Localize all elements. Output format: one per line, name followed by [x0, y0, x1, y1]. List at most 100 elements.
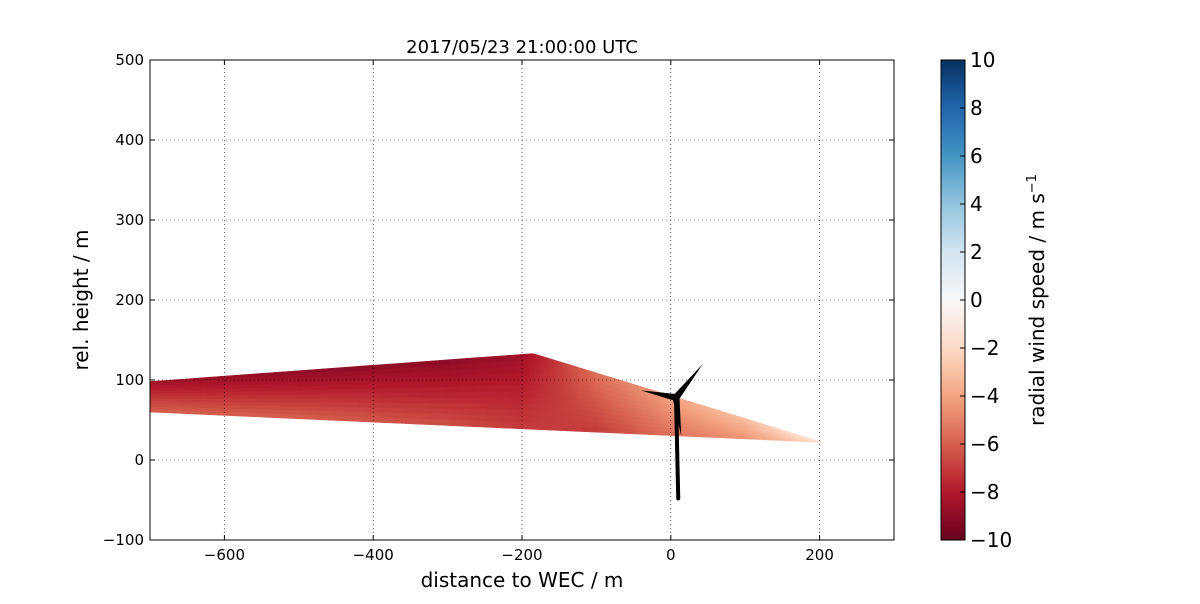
field-cell: [231, 389, 234, 392]
field-cell: [440, 420, 443, 426]
field-cell: [429, 366, 432, 371]
field-cell: [574, 404, 577, 410]
field-cell: [527, 391, 530, 397]
field-cell: [214, 389, 217, 392]
field-cell: [500, 368, 503, 374]
field-cell: [766, 439, 769, 440]
field-cell: [423, 372, 426, 377]
field-cell: [150, 389, 153, 392]
field-cell: [301, 378, 304, 382]
field-cell: [339, 412, 342, 417]
field-cell: [493, 422, 496, 428]
field-cell: [588, 427, 591, 432]
field-cell: [544, 375, 547, 382]
field-cell: [594, 402, 597, 407]
field-cell: [547, 394, 550, 401]
field-cell: [446, 387, 449, 393]
field-cell: [355, 376, 358, 381]
field-cell: [261, 381, 264, 385]
field-cell: [490, 392, 493, 398]
field-cell: [288, 395, 291, 399]
field-cell: [598, 408, 601, 413]
field-cell: [399, 398, 402, 403]
field-cell: [332, 403, 335, 407]
field-cell: [594, 397, 597, 403]
field-cell: [345, 412, 348, 417]
field-cell: [231, 379, 234, 383]
field-cell: [200, 405, 203, 408]
field-cell: [322, 407, 325, 411]
field-cell: [328, 373, 331, 378]
field-cell: [194, 384, 197, 387]
field-cell: [170, 385, 173, 388]
field-cell: [291, 411, 294, 415]
field-cell: [571, 387, 574, 393]
field-cell: [248, 392, 251, 396]
field-cell: [200, 408, 203, 411]
field-cell: [167, 394, 170, 397]
field-cell: [295, 403, 298, 407]
field-cell: [429, 393, 432, 398]
field-cell: [601, 428, 604, 433]
field-cell: [557, 384, 560, 390]
field-cell: [335, 412, 338, 416]
field-cell: [621, 424, 624, 429]
field-cell: [685, 433, 688, 436]
field-cell: [800, 441, 803, 442]
field-cell: [184, 405, 187, 408]
field-cell: [184, 388, 187, 391]
field-cell: [318, 394, 321, 398]
field-cell: [466, 387, 469, 393]
field-cell: [514, 367, 517, 373]
field-cell: [234, 392, 237, 395]
field-cell: [440, 371, 443, 377]
field-cell: [325, 369, 328, 374]
field-cell: [241, 406, 244, 410]
field-cell: [503, 410, 506, 416]
field-cell: [446, 371, 449, 377]
colorbar-tick-label: 8: [970, 96, 983, 120]
field-cell: [497, 404, 500, 410]
field-cell: [537, 411, 540, 418]
field-cell: [325, 411, 328, 415]
field-cell: [305, 395, 308, 399]
field-cell: [352, 389, 355, 394]
field-cell: [625, 420, 628, 425]
field-cell: [160, 402, 163, 405]
field-cell: [335, 403, 338, 407]
field-cell: [305, 411, 308, 415]
colorbar-tick-label: 4: [970, 192, 983, 216]
field-cell: [291, 379, 294, 383]
y-tick-label: 0: [134, 451, 144, 469]
field-cell: [460, 364, 463, 370]
field-cell: [376, 370, 379, 375]
field-cell: [217, 409, 220, 412]
field-cell: [298, 399, 301, 403]
field-cell: [184, 402, 187, 405]
field-cell: [480, 392, 483, 398]
field-cell: [423, 419, 426, 424]
field-cell: [167, 391, 170, 394]
field-cell: [517, 410, 520, 416]
field-cell: [557, 390, 560, 396]
field-cell: [339, 403, 342, 407]
field-cell: [241, 389, 244, 393]
field-cell: [376, 365, 379, 370]
field-cell: [473, 363, 476, 369]
field-cell: [238, 409, 241, 413]
field-cell: [487, 363, 490, 369]
field-cell: [662, 432, 665, 436]
field-cell: [382, 369, 385, 374]
field-cell: [618, 424, 621, 429]
field-cell: [190, 384, 193, 387]
field-cell: [601, 423, 604, 428]
field-cell: [197, 399, 200, 402]
field-cell: [658, 431, 661, 435]
field-cell: [258, 392, 261, 396]
field-cell: [180, 396, 183, 399]
field-cell: [564, 397, 567, 403]
field-cell: [254, 413, 257, 417]
field-cell: [217, 405, 220, 408]
field-cell: [426, 372, 429, 377]
field-cell: [386, 369, 389, 374]
